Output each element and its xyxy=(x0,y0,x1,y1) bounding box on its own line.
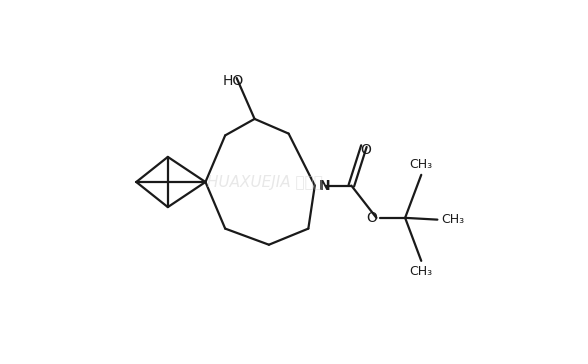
Text: O: O xyxy=(367,211,377,225)
Text: HO: HO xyxy=(222,75,243,88)
Text: CH₃: CH₃ xyxy=(410,158,433,170)
Text: HUAXUEJIA 化学加: HUAXUEJIA 化学加 xyxy=(208,174,323,190)
Text: CH₃: CH₃ xyxy=(410,265,433,278)
Text: O: O xyxy=(360,143,371,157)
Text: N: N xyxy=(319,179,330,193)
Text: CH₃: CH₃ xyxy=(441,213,464,226)
